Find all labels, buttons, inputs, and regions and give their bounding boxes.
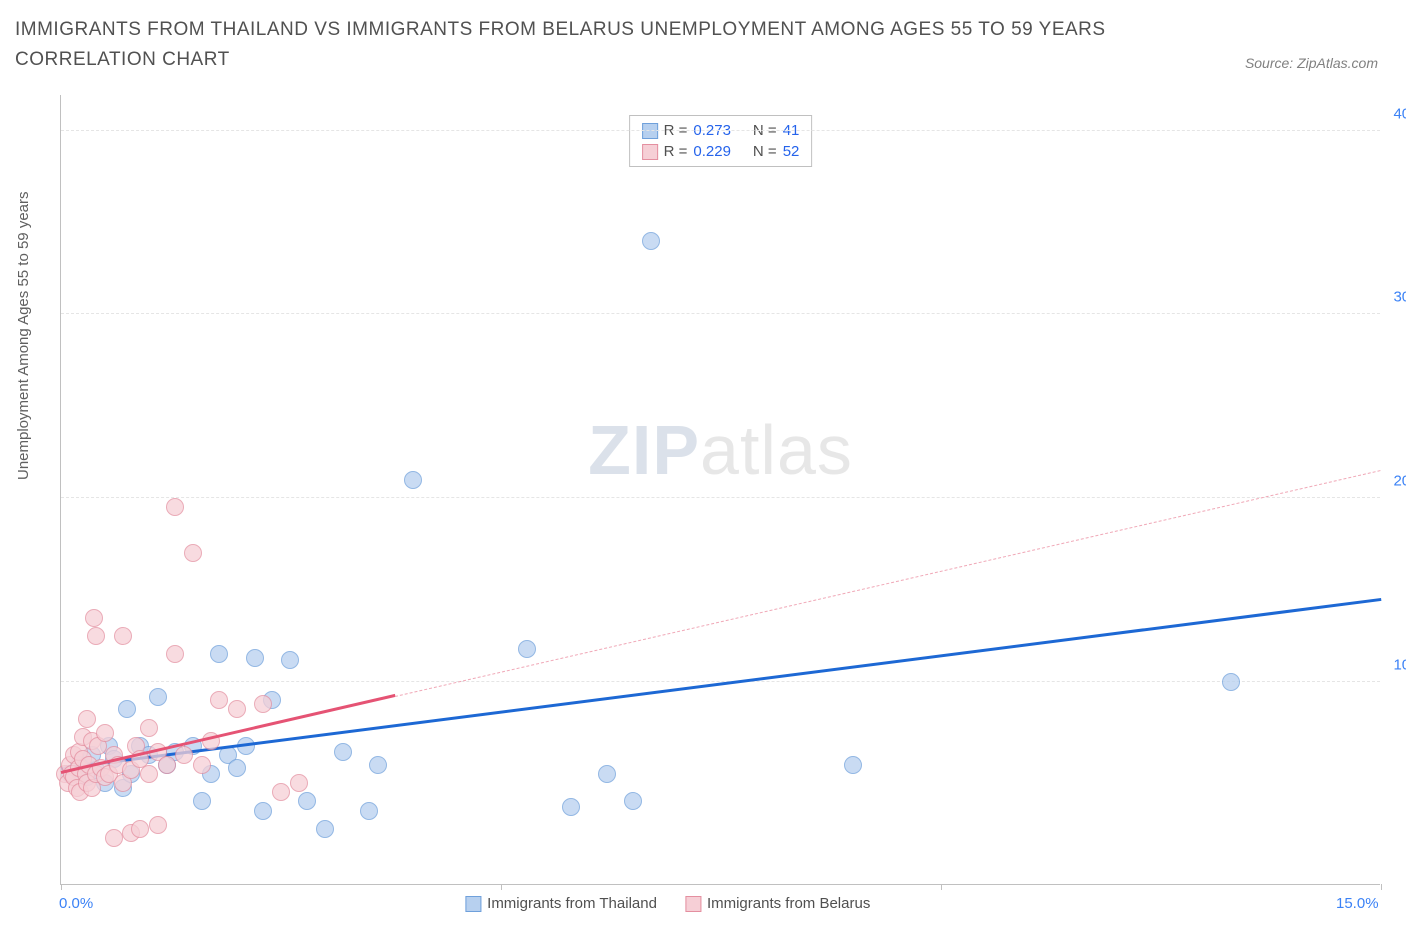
scatter-point bbox=[598, 765, 616, 783]
scatter-point bbox=[518, 640, 536, 658]
legend-n-label: N = bbox=[753, 143, 777, 160]
legend-swatch bbox=[685, 896, 701, 912]
scatter-point bbox=[1222, 673, 1240, 691]
series-legend: Immigrants from Thailand Immigrants from … bbox=[465, 895, 870, 912]
x-tick bbox=[1381, 884, 1382, 890]
y-axis-label: Unemployment Among Ages 55 to 59 years bbox=[15, 191, 32, 480]
y-tick-label: 30.0% bbox=[1393, 289, 1406, 306]
scatter-point bbox=[642, 232, 660, 250]
scatter-point bbox=[166, 645, 184, 663]
scatter-point bbox=[78, 710, 96, 728]
scatter-point bbox=[334, 743, 352, 761]
scatter-point bbox=[281, 651, 299, 669]
scatter-point bbox=[184, 544, 202, 562]
legend-swatch bbox=[465, 896, 481, 912]
scatter-point bbox=[175, 746, 193, 764]
legend-swatch bbox=[642, 144, 658, 160]
scatter-point bbox=[87, 627, 105, 645]
watermark: ZIPatlas bbox=[588, 410, 853, 490]
scatter-point bbox=[844, 756, 862, 774]
series-legend-item: Immigrants from Thailand bbox=[465, 895, 657, 912]
scatter-point bbox=[149, 816, 167, 834]
x-tick-label: 0.0% bbox=[59, 895, 93, 912]
scatter-point bbox=[118, 700, 136, 718]
x-tick-label: 15.0% bbox=[1336, 895, 1379, 912]
scatter-point bbox=[193, 792, 211, 810]
scatter-point bbox=[624, 792, 642, 810]
chart-title: IMMIGRANTS FROM THAILAND VS IMMIGRANTS F… bbox=[15, 15, 1215, 76]
scatter-point bbox=[228, 700, 246, 718]
legend-r-label: R = bbox=[664, 143, 688, 160]
series-label: Immigrants from Belarus bbox=[707, 895, 870, 912]
scatter-point bbox=[131, 820, 149, 838]
trend-line bbox=[61, 598, 1381, 770]
series-label: Immigrants from Thailand bbox=[487, 895, 657, 912]
scatter-point bbox=[290, 774, 308, 792]
scatter-point bbox=[140, 765, 158, 783]
series-legend-item: Immigrants from Belarus bbox=[685, 895, 870, 912]
source-label: Source: ZipAtlas.com bbox=[1245, 55, 1378, 71]
legend-r-value: 0.229 bbox=[693, 143, 731, 160]
scatter-point bbox=[254, 695, 272, 713]
scatter-point bbox=[105, 829, 123, 847]
scatter-point bbox=[140, 719, 158, 737]
scatter-point bbox=[254, 802, 272, 820]
scatter-point bbox=[158, 756, 176, 774]
x-tick bbox=[61, 884, 62, 890]
scatter-point bbox=[166, 498, 184, 516]
correlation-legend: R =0.273N =41R =0.229N =52 bbox=[629, 115, 813, 167]
scatter-point bbox=[149, 688, 167, 706]
scatter-point bbox=[404, 471, 422, 489]
scatter-point bbox=[246, 649, 264, 667]
scatter-point bbox=[562, 798, 580, 816]
scatter-point bbox=[85, 609, 103, 627]
scatter-point bbox=[298, 792, 316, 810]
scatter-point bbox=[316, 820, 334, 838]
y-tick-label: 10.0% bbox=[1393, 656, 1406, 673]
scatter-point bbox=[228, 759, 246, 777]
scatter-point bbox=[360, 802, 378, 820]
x-tick bbox=[941, 884, 942, 890]
scatter-point bbox=[193, 756, 211, 774]
scatter-point bbox=[210, 691, 228, 709]
y-tick-label: 20.0% bbox=[1393, 473, 1406, 490]
gridline bbox=[61, 313, 1380, 314]
chart-canvas: ZIPatlas R =0.273N =41R =0.229N =52 Immi… bbox=[60, 95, 1380, 885]
gridline bbox=[61, 497, 1380, 498]
scatter-point bbox=[272, 783, 290, 801]
legend-n-value: 52 bbox=[783, 143, 800, 160]
y-tick-label: 40.0% bbox=[1393, 105, 1406, 122]
scatter-point bbox=[210, 645, 228, 663]
scatter-point bbox=[114, 627, 132, 645]
x-tick bbox=[501, 884, 502, 890]
gridline bbox=[61, 130, 1380, 131]
scatter-point bbox=[369, 756, 387, 774]
scatter-point bbox=[96, 724, 114, 742]
legend-row: R = 0.229 N = 52 bbox=[642, 141, 800, 162]
